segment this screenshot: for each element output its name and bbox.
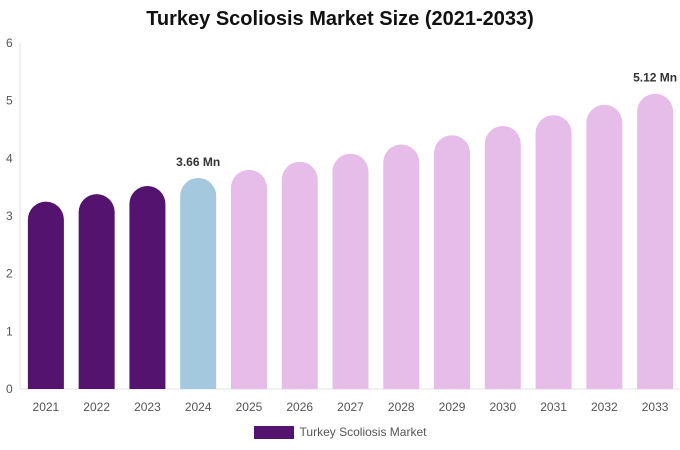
bar-2027 (332, 153, 369, 389)
x-tick-label-2023: 2023 (134, 400, 161, 414)
data-label-2033: 5.12 Mn (633, 71, 677, 85)
x-tick-label-2022: 2022 (83, 400, 110, 414)
bars-layer (27, 93, 674, 390)
legend-label: Turkey Scoliosis Market (299, 425, 427, 439)
bar-2029 (434, 135, 471, 389)
x-tick-label-2033: 2033 (642, 400, 669, 414)
x-tick-label-2030: 2030 (489, 400, 516, 414)
chart-title: Turkey Scoliosis Market Size (2021-2033) (146, 8, 534, 30)
y-tick-label: 5 (6, 94, 13, 108)
x-tick-label-2027: 2027 (337, 400, 364, 414)
bar-2023 (129, 186, 166, 389)
x-tick-label-2031: 2031 (540, 400, 567, 414)
legend: Turkey Scoliosis Market (0, 425, 680, 439)
bar-2024 (180, 177, 217, 389)
bar-2033 (637, 93, 674, 389)
y-tick-label: 3 (6, 209, 13, 223)
bar-2032 (586, 104, 623, 389)
x-tick-label-2028: 2028 (388, 400, 415, 414)
bar-2031 (535, 115, 572, 390)
x-tick-label-2024: 2024 (185, 400, 212, 414)
bar-2026 (281, 161, 318, 389)
bar-2022 (78, 194, 115, 389)
y-tick-label: 1 (6, 324, 13, 338)
x-tick-label-2021: 2021 (33, 400, 60, 414)
x-tick-label-2029: 2029 (439, 400, 466, 414)
y-tick-label: 0 (6, 382, 13, 396)
x-tick-label-2025: 2025 (236, 400, 263, 414)
legend-swatch (253, 425, 294, 439)
y-tick-label: 4 (6, 151, 13, 165)
labels-layer: 2021 2022 2023 2024 2025 2026 2027 2028 2029 2030… (33, 71, 678, 414)
x-tick-label-2032: 2032 (591, 400, 618, 414)
bar-2028 (383, 144, 420, 389)
bar-2025 (230, 169, 267, 389)
bar-2030 (484, 126, 521, 390)
y-tick-label: 2 (6, 267, 13, 281)
y-tick-label: 6 (6, 36, 13, 50)
data-label-2024: 3.66 Mn (176, 155, 220, 169)
x-tick-label-2026: 2026 (286, 400, 313, 414)
bar-2021 (27, 201, 64, 389)
